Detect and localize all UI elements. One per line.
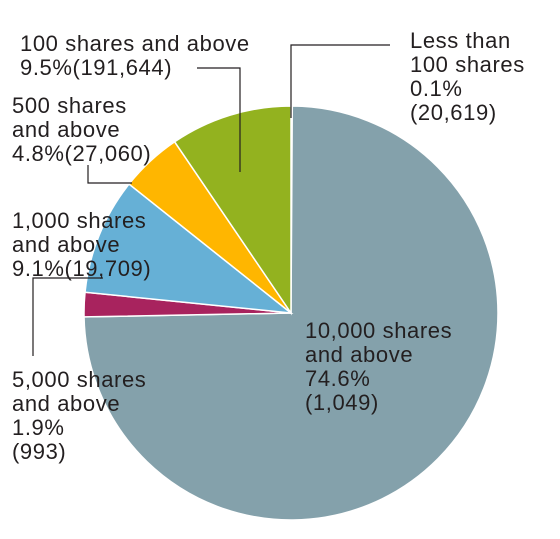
pie-slice <box>173 105 292 316</box>
label-part: (19,709) <box>65 256 152 281</box>
slice-label: (20,619) <box>410 100 497 125</box>
slice-label: 74.6% <box>305 366 370 391</box>
slice-label: 4.8%(27,060) <box>12 141 151 166</box>
label-part: and above <box>305 342 413 367</box>
slice-label: and above <box>305 342 413 367</box>
slice-label: 9.1%(19,709) <box>12 256 151 281</box>
slice-label: 500 shares <box>12 93 127 118</box>
label-part: 100 shares and above <box>20 31 250 56</box>
slice-label: 100 shares and above <box>20 31 250 56</box>
label-part: and above <box>12 117 120 142</box>
slice-label: Less than <box>410 28 511 53</box>
label-part: 5,000 shares <box>12 367 146 392</box>
label-part: 10,000 shares <box>305 318 452 343</box>
slice-label: (993) <box>12 439 66 464</box>
slice-label: (1,049) <box>305 390 379 415</box>
slice-label: 100 shares <box>410 52 525 77</box>
label-part: 500 shares <box>12 93 127 118</box>
slice-label: 0.1% <box>410 76 463 101</box>
leader-line <box>32 277 103 356</box>
label-part: (27,060) <box>65 141 152 166</box>
slice-label: 5,000 shares <box>12 367 146 392</box>
slice-label: 10,000 shares <box>305 318 452 343</box>
leader-line <box>197 67 241 172</box>
label-part: 1,000 shares <box>12 208 146 233</box>
slice-label: and above <box>12 232 120 257</box>
label-part: (993) <box>12 439 66 464</box>
slice-label: 1,000 shares <box>12 208 146 233</box>
slice-label: 1.9% <box>12 415 65 440</box>
label-part: and above <box>12 391 120 416</box>
label-part: Less than <box>410 28 511 53</box>
label-part: and above <box>12 232 120 257</box>
slice-label: and above <box>12 117 120 142</box>
slice-label: and above <box>12 391 120 416</box>
label-part: (20,619) <box>410 100 497 125</box>
pie-slice <box>84 183 294 315</box>
label-part: 100 shares <box>410 52 525 77</box>
label-part: (1,049) <box>305 390 379 415</box>
label-part: (191,644) <box>73 55 173 80</box>
pie <box>83 105 499 521</box>
slice-label: 9.5%(191,644) <box>20 55 172 80</box>
leader-line <box>87 165 132 184</box>
label-part: 4.8% <box>12 141 65 166</box>
label-part: 9.1% <box>12 256 65 281</box>
label-part: 9.5% <box>20 55 73 80</box>
label-part: 0.1% <box>410 76 463 101</box>
label-part: 1.9% <box>12 415 65 440</box>
label-part: 74.6% <box>305 366 370 391</box>
leader-line <box>290 44 390 118</box>
